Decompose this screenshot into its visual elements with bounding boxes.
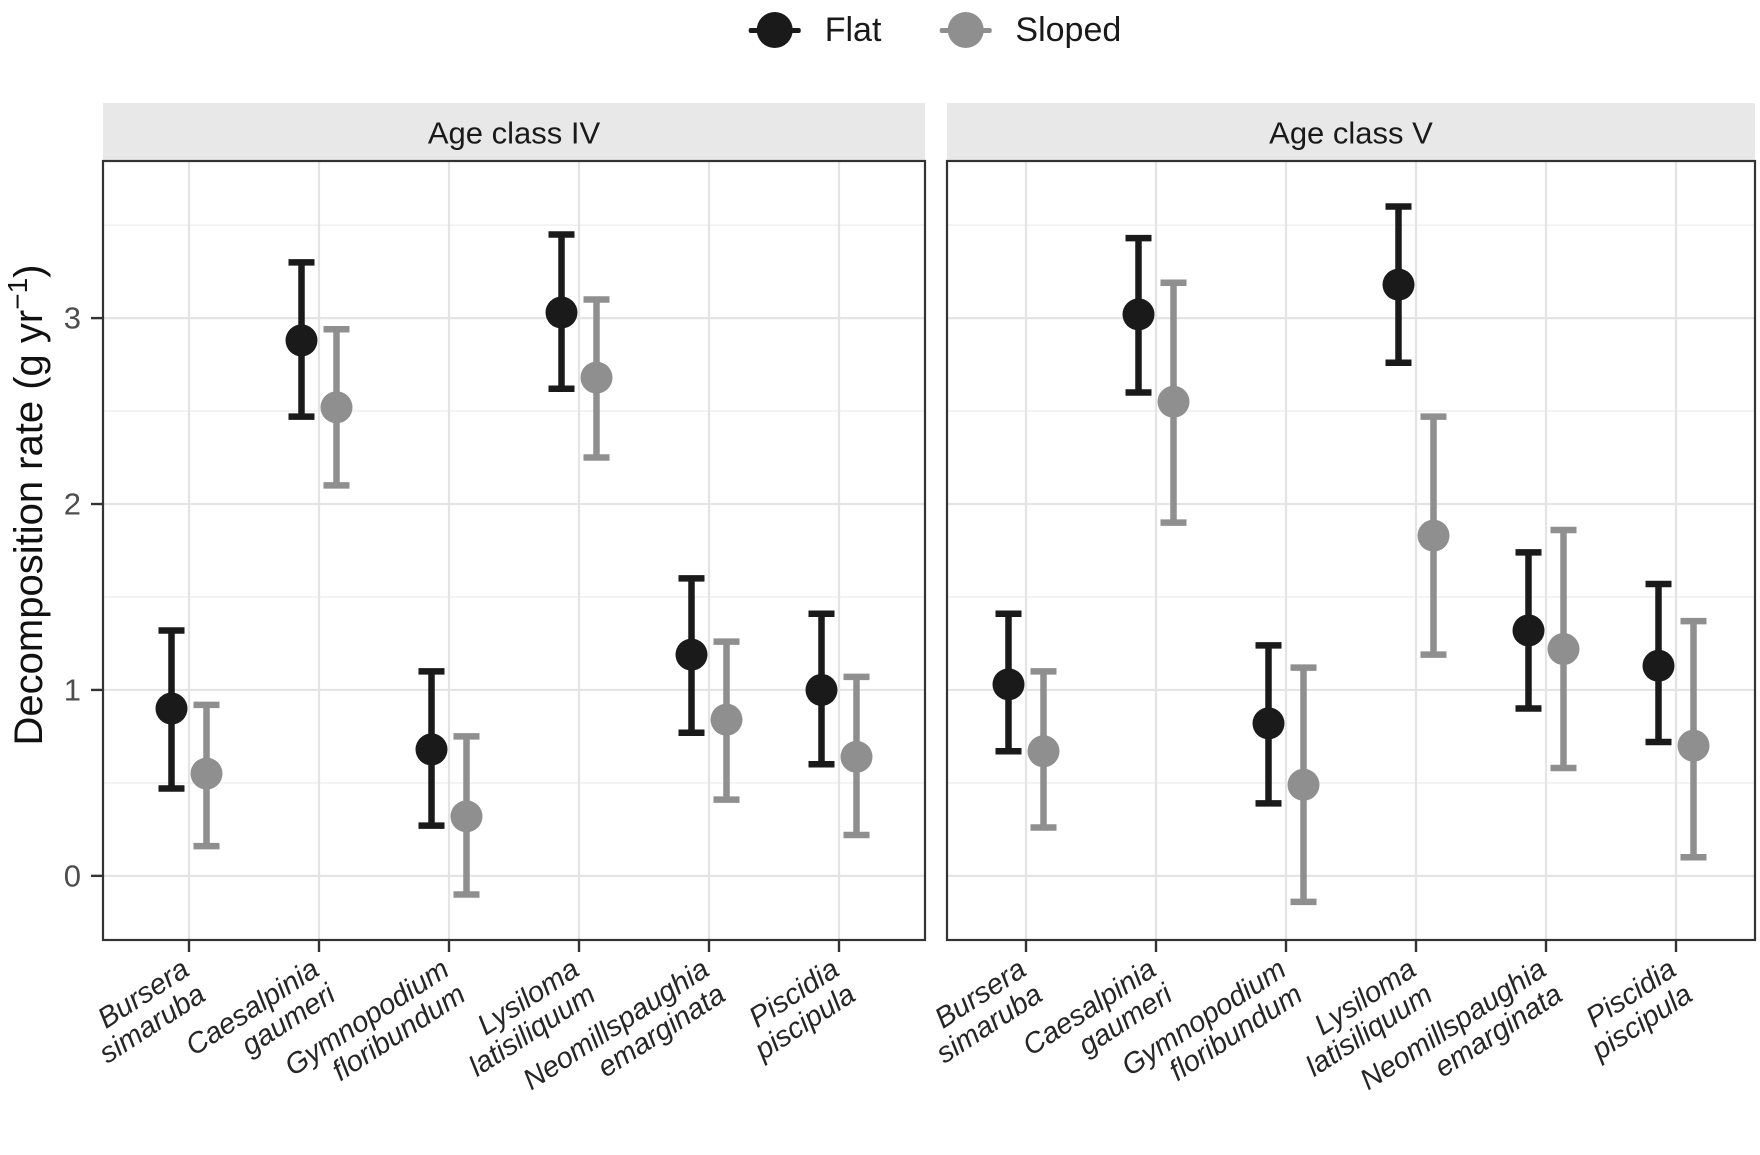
point-flat [1642,649,1675,682]
point-sloped [710,703,743,736]
panel-border [101,159,927,942]
x-tick-label: Piscidiapiscipula [1569,953,1698,1067]
sloped-point-key-icon [939,10,992,50]
panel-background [103,161,925,940]
point-flat [675,638,708,671]
point-sloped [1677,729,1710,762]
point-sloped [580,361,613,394]
y-tick-label: 0 [64,858,81,893]
point-sloped [1027,735,1060,768]
panel-strip-title: Age class V [1269,116,1433,151]
point-sloped [190,757,223,790]
flat-key-dot [756,12,793,48]
point-flat [1382,268,1415,301]
legend-label-flat: Flat [824,11,882,49]
flat-point-key-icon [748,10,801,50]
point-sloped [1547,633,1580,666]
point-sloped [320,391,353,424]
y-axis-title: Decomposition rate (g yr−1) [2,265,51,746]
point-flat [805,673,838,706]
point-flat [285,324,318,357]
panel-strip [103,103,925,161]
legend-label-sloped: Sloped [1015,11,1122,49]
sloped-key-dot [947,12,984,48]
legend-item-flat: Flat [748,10,882,50]
point-flat [1122,298,1155,331]
x-tick-label: Piscidiapiscipula [732,953,861,1067]
point-flat [1252,707,1285,740]
point-sloped [450,800,483,833]
panel-strip [947,103,1755,161]
y-tick-label: 2 [64,487,81,522]
legend: Flat Sloped [748,4,1121,56]
panel-strip-title: Age class IV [428,116,601,151]
point-flat [1512,614,1545,647]
point-flat [545,296,578,329]
point-flat [415,733,448,766]
point-sloped [1417,519,1450,552]
panel-border [945,159,1757,942]
point-flat [992,668,1025,701]
y-tick-label: 1 [64,672,81,707]
panel-1: Age class IVBurserasimarubaCaesalpiniaga… [92,103,927,1097]
panel-2: Age class VBurserasimarubaCaesalpiniagau… [929,103,1757,1097]
point-flat [155,692,188,725]
point-sloped [840,740,873,773]
y-tick-label: 3 [64,301,81,336]
point-sloped [1287,768,1320,801]
legend-item-sloped: Sloped [939,10,1121,50]
point-sloped [1157,385,1190,418]
panel-background [947,161,1755,940]
